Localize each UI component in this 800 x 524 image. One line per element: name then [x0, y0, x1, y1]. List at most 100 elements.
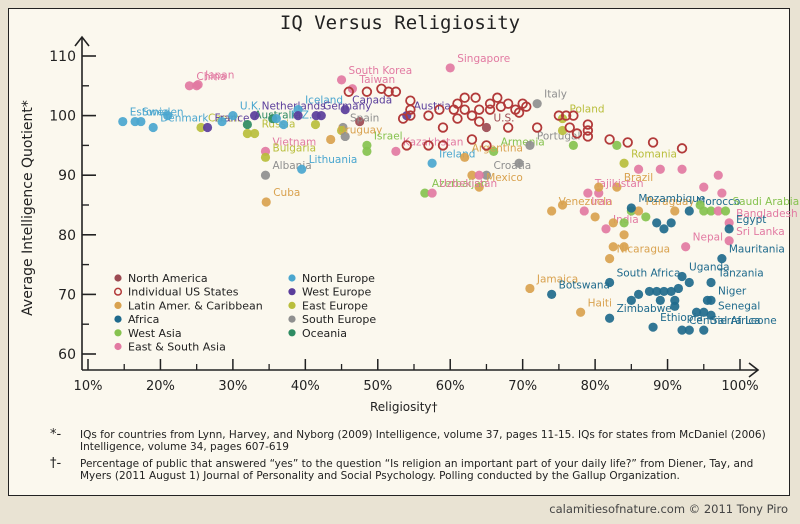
- legend-marker: [114, 315, 122, 323]
- data-point: [445, 63, 455, 73]
- legend-marker: [288, 315, 296, 323]
- data-label: Estonia: [130, 107, 169, 119]
- data-point-us-state: [466, 134, 478, 145]
- data-point: [310, 119, 321, 130]
- data-point-us-state: [437, 122, 449, 133]
- data-point: [666, 218, 676, 228]
- data-point: [644, 286, 655, 297]
- data-label: Austria: [414, 101, 451, 113]
- data-point: [193, 80, 203, 90]
- data-point: [261, 197, 271, 207]
- data-point: [271, 113, 281, 124]
- data-point: [717, 188, 727, 198]
- data-point: [706, 206, 716, 216]
- data-point-us-state: [564, 122, 575, 133]
- data-point-us-state: [604, 134, 615, 145]
- data-label: Cuba: [273, 187, 300, 199]
- data-label: Croatia: [493, 160, 531, 172]
- data-label: Brazil: [624, 172, 653, 184]
- x-tick-label: 10%: [74, 379, 103, 394]
- data-point: [136, 116, 146, 127]
- data-point: [670, 301, 680, 311]
- data-point-us-state: [466, 110, 478, 121]
- data-point-us-state: [571, 128, 583, 139]
- legend-marker: [114, 301, 122, 309]
- data-point: [489, 146, 499, 156]
- data-point: [260, 170, 271, 180]
- data-point: [724, 224, 734, 234]
- data-point: [514, 158, 524, 168]
- data-point-us-state: [474, 116, 485, 127]
- legend-label: Oceania: [302, 327, 347, 340]
- y-tick-label: 110: [49, 49, 76, 65]
- data-point: [702, 295, 713, 305]
- data-point-us-state: [502, 122, 514, 133]
- data-point-us-state: [492, 92, 503, 103]
- data-point: [666, 286, 676, 297]
- data-point: [612, 182, 622, 192]
- y-tick-label: 60: [58, 347, 76, 363]
- data-point: [326, 134, 336, 145]
- data-point: [293, 111, 303, 121]
- data-label: Sri Lanka: [736, 226, 785, 238]
- data-label: Zimbabwe: [617, 303, 672, 315]
- data-point: [481, 170, 492, 180]
- data-point: [713, 206, 723, 216]
- credit-line: calamitiesofnature.com © 2011 Tony Piro: [549, 502, 788, 516]
- legend-marker: [288, 288, 296, 296]
- footnote-iq-source: *- IQs for countries from Lynn, Harvey, …: [50, 428, 770, 453]
- data-point: [590, 212, 600, 222]
- data-point: [557, 200, 568, 210]
- data-label: Spain: [350, 113, 379, 125]
- data-point: [626, 295, 636, 305]
- data-label: Niger: [718, 285, 747, 297]
- data-point: [547, 206, 557, 216]
- data-point-us-state: [582, 131, 594, 142]
- data-point: [605, 277, 615, 288]
- data-point-us-state: [470, 92, 481, 103]
- x-tick-label: 90%: [653, 379, 682, 394]
- data-point-us-state: [513, 107, 525, 118]
- data-point: [355, 116, 365, 127]
- x-axis-label: Religiosity†: [370, 400, 438, 414]
- data-point: [677, 271, 687, 282]
- data-point-us-state: [647, 137, 659, 148]
- legend-label: North Europe: [302, 272, 375, 285]
- data-label: Venezuela: [559, 196, 613, 208]
- legend-label: Africa: [128, 313, 159, 326]
- data-label: Uganda: [689, 262, 730, 274]
- data-point: [677, 325, 687, 335]
- x-tick-label: 100%: [721, 379, 758, 394]
- data-point-us-state: [553, 110, 565, 121]
- data-label: Poland: [570, 104, 605, 116]
- legend-marker: [114, 274, 122, 282]
- legend-marker: [288, 329, 296, 337]
- data-point: [467, 170, 477, 180]
- data-point: [652, 218, 662, 228]
- data-point: [474, 170, 484, 180]
- data-label: Morocco: [696, 196, 740, 208]
- y-axis-arrow: [74, 35, 90, 47]
- data-point: [706, 310, 716, 320]
- data-label: Mauritania: [729, 244, 785, 256]
- data-point-us-state: [423, 110, 434, 121]
- data-label: Nepal: [693, 232, 723, 244]
- data-point: [633, 206, 644, 216]
- data-point-us-state: [481, 140, 492, 151]
- data-point: [576, 307, 586, 317]
- data-point-us-state: [361, 86, 373, 97]
- data-label: Mozambique: [638, 193, 705, 205]
- data-label: Botswana: [559, 279, 610, 291]
- data-point: [652, 286, 662, 297]
- footnote-text: Percentage of public that answered “yes”…: [80, 458, 754, 482]
- data-label: Iceland: [305, 95, 343, 107]
- data-point: [684, 206, 694, 216]
- legend-marker: [113, 287, 123, 296]
- legend-label: Latin Amer. & Caribbean: [128, 299, 263, 312]
- data-label: Vietnam: [272, 136, 316, 148]
- data-point: [713, 170, 723, 180]
- x-tick-label: 80%: [581, 379, 610, 394]
- data-label: Egypt: [736, 214, 766, 226]
- data-point-us-state: [452, 113, 463, 124]
- data-label: Italy: [544, 89, 567, 101]
